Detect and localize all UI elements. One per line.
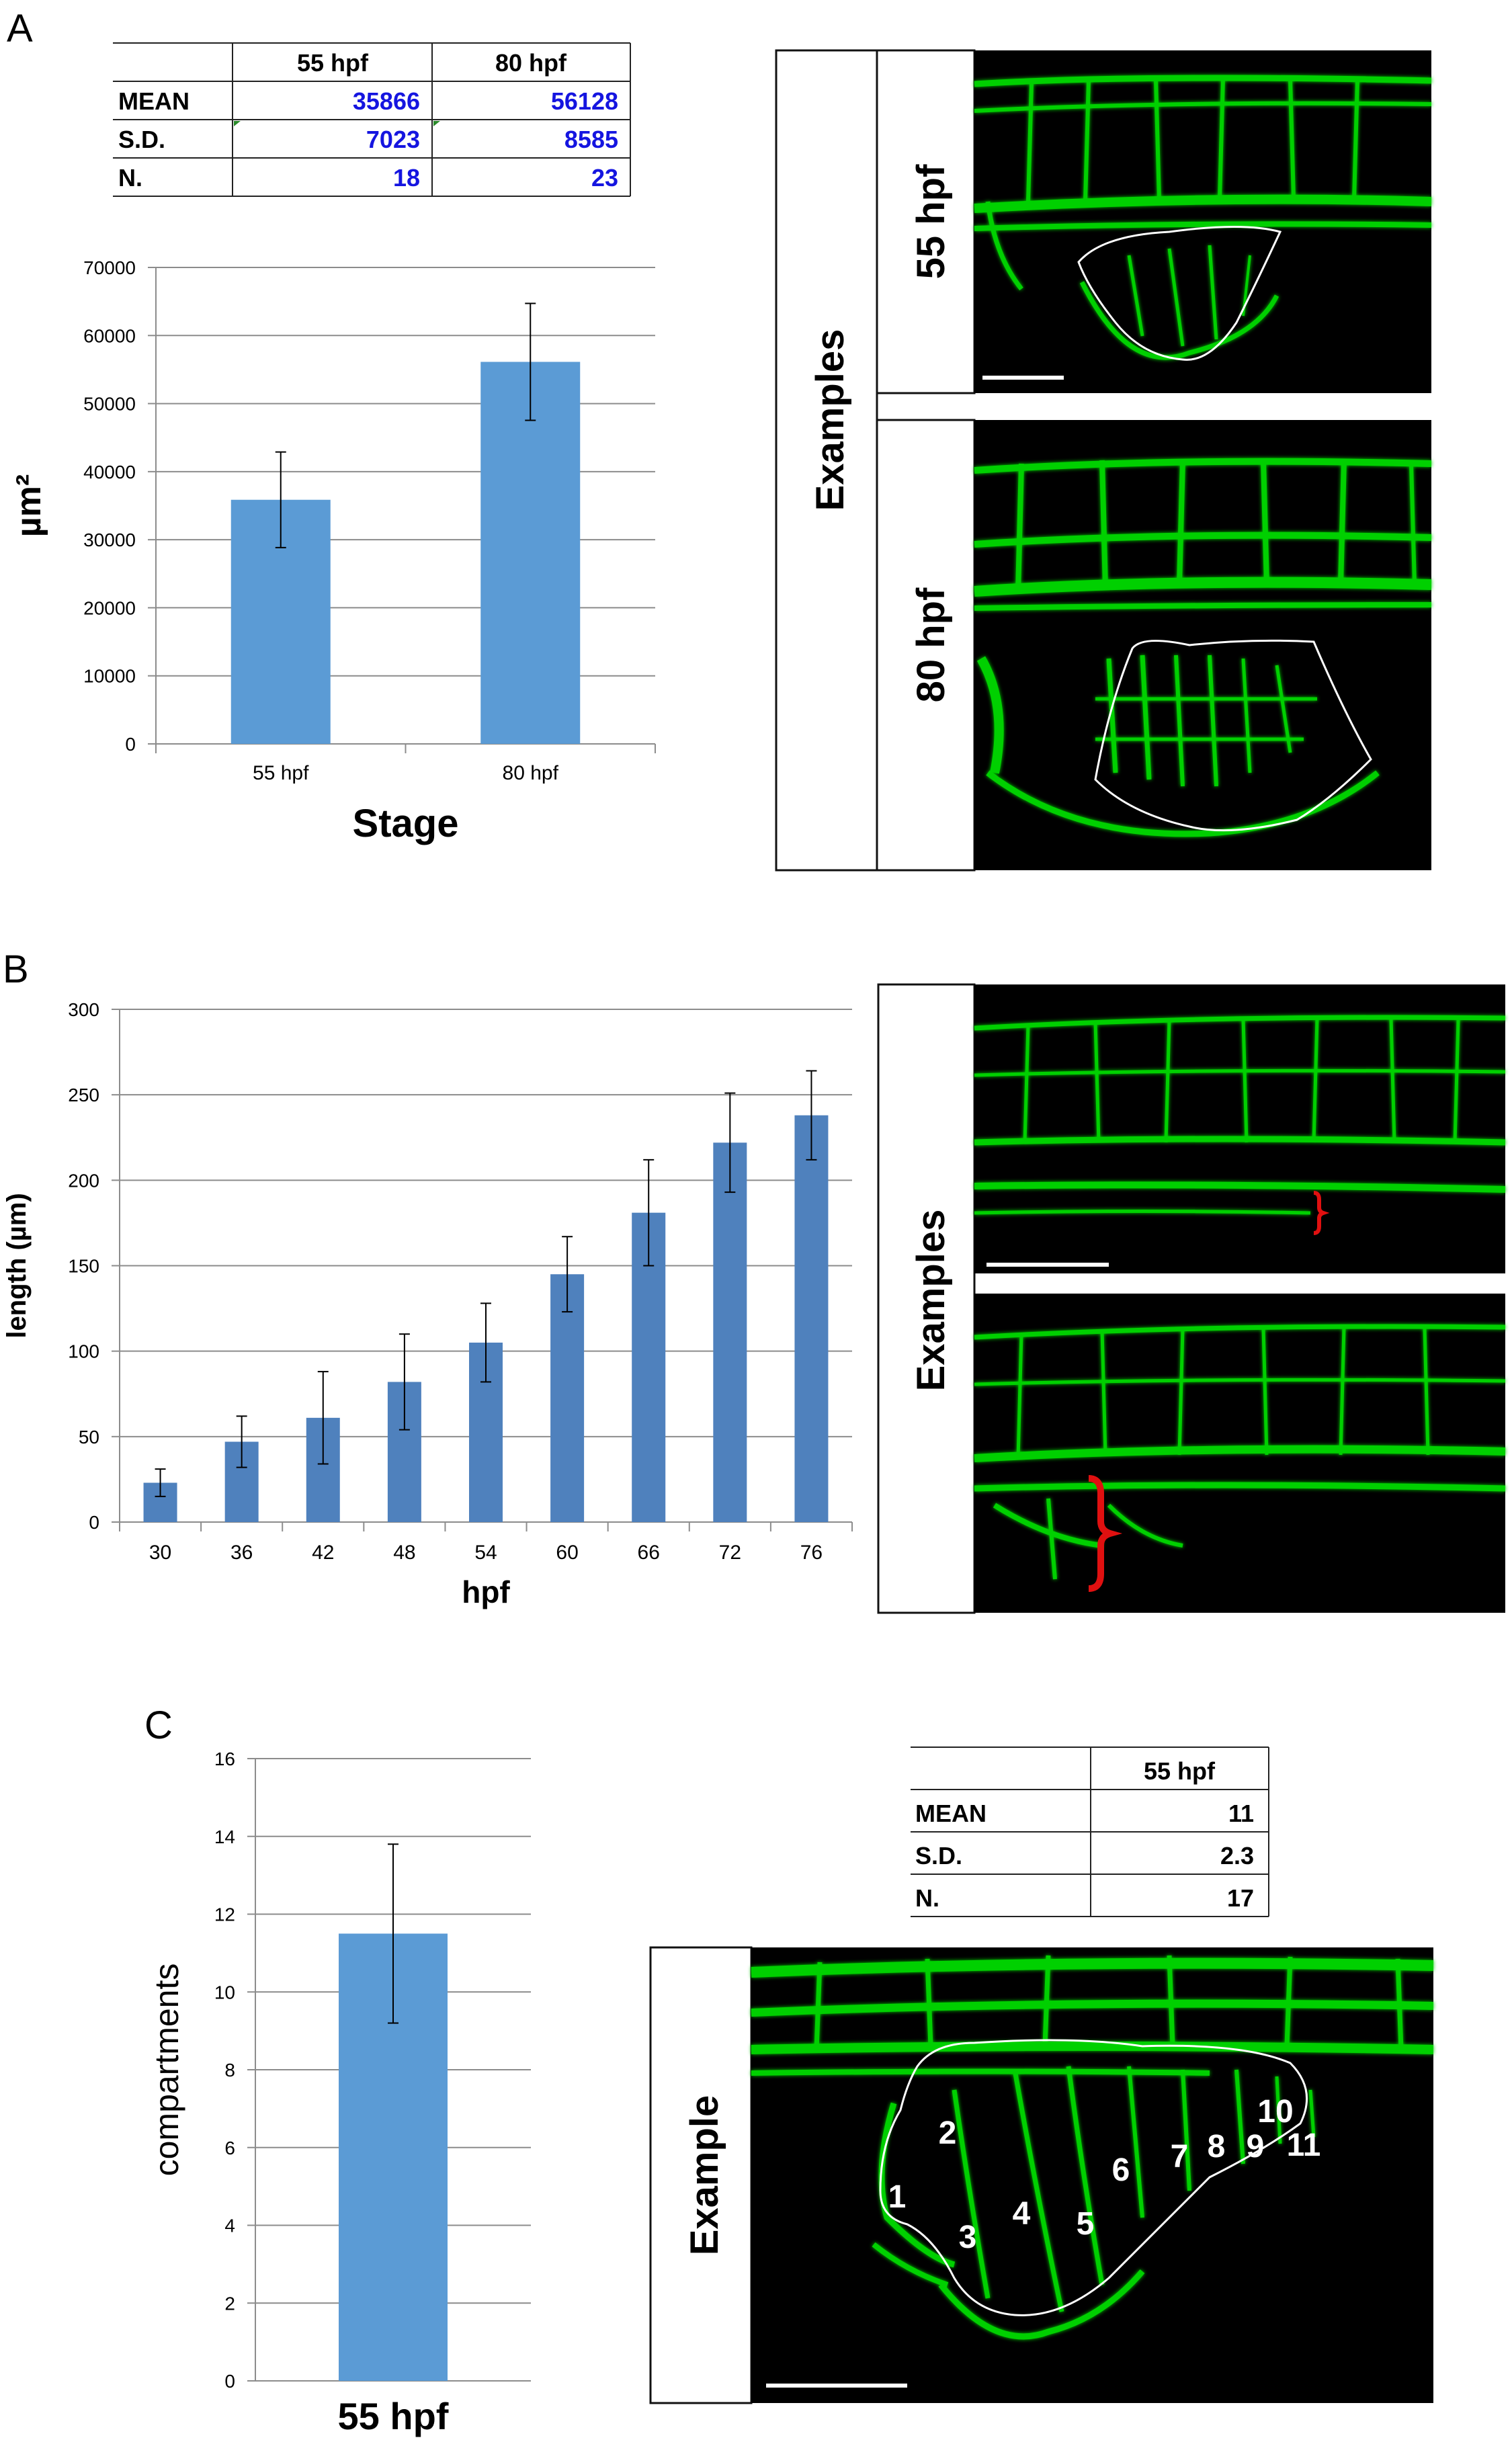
y-tick-label: 4 <box>224 2216 235 2236</box>
y-tick-label: 70000 <box>83 257 136 278</box>
panel-label-b: B <box>3 948 29 991</box>
x-category-label: 60 <box>556 1542 578 1564</box>
bar <box>713 1142 747 1522</box>
micrograph-a-55hpf <box>974 50 1432 393</box>
table-a-row-label-mean: MEAN <box>118 87 190 115</box>
examples-a: Examples 55 hpf 80 hpf <box>775 49 976 872</box>
y-tick-label: 6 <box>224 2138 235 2158</box>
y-tick-label: 10 <box>214 1982 235 2003</box>
chart-b: 0 50 100 150 200 250 300 30 36 42 48 54 60 66 72 76 hpf l… <box>2 999 853 1609</box>
compartment-10: 10 <box>1257 2094 1293 2130</box>
micrograph-b-bottom <box>974 1294 1506 1613</box>
y-tick-label: 250 <box>68 1085 99 1105</box>
table-a-n-55: 18 <box>393 164 420 192</box>
x-category-label: 30 <box>149 1542 171 1564</box>
x-axis-title: Stage <box>353 802 459 845</box>
examples-b-label: Examples <box>909 1210 953 1392</box>
y-tick-label: 0 <box>125 734 136 755</box>
y-tick-label: 10000 <box>83 666 136 687</box>
micrograph-b-top <box>974 984 1506 1273</box>
compartment-9: 9 <box>1247 2129 1265 2164</box>
y-tick-label: 14 <box>214 1826 235 1847</box>
y-tick-label: 0 <box>89 1512 99 1533</box>
table-a-sd-80: 8585 <box>564 126 618 153</box>
chart-a: 0 10000 20000 30000 40000 50000 60000 70000 55 h… <box>9 257 656 845</box>
compartment-11: 11 <box>1287 2128 1321 2163</box>
table-c-mean: 11 <box>1228 1800 1254 1827</box>
x-category-label: 72 <box>719 1542 741 1564</box>
x-category-label: 66 <box>638 1542 660 1564</box>
table-c-row-label-n: N. <box>915 1884 939 1912</box>
example-c-label: Example <box>683 2095 726 2256</box>
x-axis-title: hpf <box>462 1574 510 1609</box>
x-category-label: 76 <box>800 1542 823 1564</box>
micrograph-a-80hpf <box>974 420 1432 870</box>
table-c-sd: 2.3 <box>1220 1842 1254 1869</box>
compartment-8: 8 <box>1208 2129 1226 2164</box>
table-c-n: 17 <box>1227 1884 1254 1912</box>
y-axis-title: compartments <box>148 1964 185 2177</box>
table-c: 55 hpf MEAN S.D. N. 11 2.3 17 <box>911 1747 1269 1917</box>
y-tick-label: 2 <box>224 2293 235 2314</box>
y-tick-label: 200 <box>68 1170 99 1191</box>
x-category-label: 36 <box>230 1542 253 1564</box>
bar <box>794 1115 829 1522</box>
example-c: Example <box>649 1946 753 2404</box>
x-category-label: 42 <box>312 1542 334 1564</box>
table-c-row-label-sd: S.D. <box>915 1842 962 1869</box>
y-tick-label: 150 <box>68 1256 99 1277</box>
examples-a-label: Examples <box>808 329 852 511</box>
compartment-2: 2 <box>939 2115 957 2151</box>
table-a-mean-80: 56128 <box>551 87 618 115</box>
x-category-label: 54 <box>474 1542 497 1564</box>
compartment-3: 3 <box>959 2220 977 2255</box>
compartment-5: 5 <box>1077 2206 1095 2242</box>
x-category-label: 55 hpf <box>338 2395 449 2437</box>
y-tick-label: 50000 <box>83 394 136 415</box>
x-category-label: 48 <box>393 1542 415 1564</box>
compartment-1: 1 <box>888 2179 907 2215</box>
compartment-7: 7 <box>1171 2139 1189 2175</box>
y-tick-label: 12 <box>214 1904 235 1925</box>
table-a-sd-55: 7023 <box>366 126 420 153</box>
bar <box>550 1274 585 1522</box>
table-a: 55 hpf 80 hpf MEAN S.D. N. 35866 56128 7… <box>113 42 631 197</box>
y-tick-label: 50 <box>79 1427 99 1447</box>
bracket-b1 <box>1313 1191 1330 1235</box>
y-tick-label: 30000 <box>83 530 136 550</box>
micrograph-c: 1 2 3 4 5 6 7 8 9 10 11 <box>751 1947 1434 2403</box>
y-tick-label: 0 <box>224 2371 235 2392</box>
panel-label-a: A <box>7 7 33 50</box>
table-a-mean-55: 35866 <box>353 87 420 115</box>
examples-b: Examples <box>877 983 976 1614</box>
y-tick-label: 100 <box>68 1341 99 1362</box>
y-tick-label: 60000 <box>83 325 136 346</box>
examples-a-55-label: 55 hpf <box>909 164 953 279</box>
y-axis-title: length (µm) <box>2 1193 32 1338</box>
table-a-row-label-sd: S.D. <box>118 126 165 153</box>
bracket-b2 <box>1088 1475 1123 1592</box>
y-axis-title: µm² <box>9 474 48 538</box>
table-c-row-label-mean: MEAN <box>915 1800 986 1827</box>
x-category-label: 55 hpf <box>253 762 309 784</box>
compartment-4: 4 <box>1013 2196 1031 2232</box>
table-a-n-80: 23 <box>591 164 618 192</box>
table-a-header-2: 80 hpf <box>495 49 567 77</box>
y-tick-label: 8 <box>224 2060 235 2080</box>
bar <box>480 362 581 744</box>
table-c-header-1: 55 hpf <box>1144 1757 1216 1785</box>
x-category-label: 80 hpf <box>503 762 559 784</box>
y-tick-label: 16 <box>214 1749 235 1769</box>
table-a-row-label-n: N. <box>118 164 142 192</box>
y-tick-label: 20000 <box>83 597 136 618</box>
panel-label-c: C <box>144 1703 173 1747</box>
y-tick-label: 40000 <box>83 462 136 482</box>
compartment-6: 6 <box>1112 2152 1130 2188</box>
y-tick-label: 300 <box>68 999 99 1020</box>
table-a-header-1: 55 hpf <box>297 49 369 77</box>
chart-c: 0 2 4 6 8 10 12 14 16 55 hpf compartments <box>148 1749 531 2437</box>
examples-a-80-label: 80 hpf <box>909 587 953 702</box>
